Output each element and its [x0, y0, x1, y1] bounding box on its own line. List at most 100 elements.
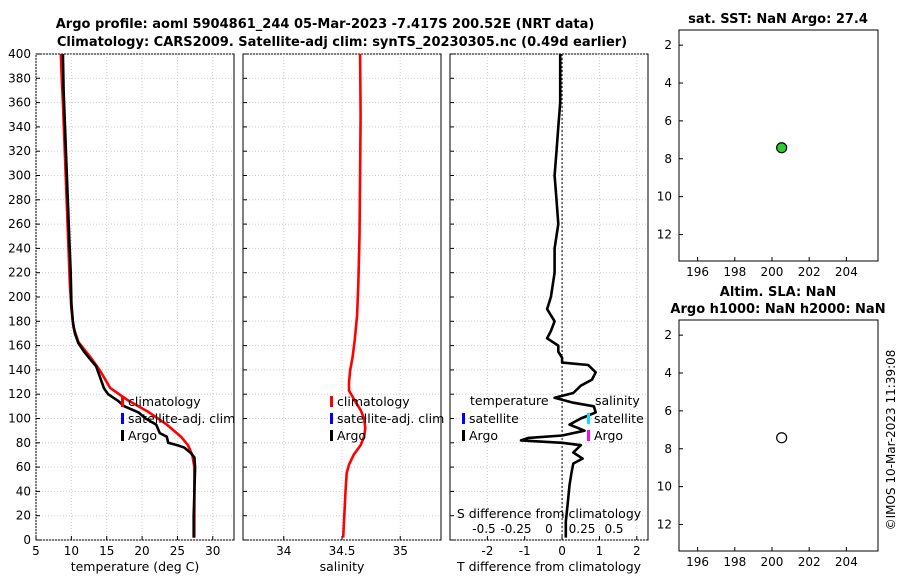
sla-panel-title-line1: Altim. SLA: NaN: [720, 285, 836, 300]
y-tick-label: 200: [8, 290, 31, 304]
y-tick-label: 12: [657, 517, 672, 531]
legend-swatch: [462, 430, 465, 441]
legend-title-temperature: temperature: [470, 393, 549, 408]
x-tick-label: 204: [835, 555, 858, 569]
x-tick-label: 35: [393, 544, 408, 558]
x-tick-label: 34: [276, 544, 291, 558]
y-tick-label: 400: [8, 47, 31, 61]
sst-panel: 196 198 200 202 204 2 4 6 8 10 12: [657, 29, 879, 279]
x-tick-label: 196: [686, 265, 709, 279]
legend-swatch: [462, 413, 465, 424]
x-tick-label: 15: [99, 544, 114, 558]
y-tick-label: 240: [8, 241, 31, 255]
legend-label: Argo: [594, 428, 623, 443]
legend-label: Argo: [469, 428, 498, 443]
y-tick-label: 160: [8, 339, 31, 353]
y-tick-label: 300: [8, 169, 31, 183]
x-tick-label: 34.5: [329, 544, 356, 558]
data-point: [776, 142, 788, 154]
y-tick-label: 8: [664, 442, 672, 456]
legend-swatch: [121, 430, 124, 441]
x-tick-label: 200: [761, 555, 784, 569]
series-line-climatology: [341, 53, 367, 538]
legend-title-salinity: salinity: [595, 393, 640, 408]
sst-panel-title: sat. SST: NaN Argo: 27.4: [688, 12, 868, 27]
x-tick-label: 2: [633, 544, 641, 558]
y-tick-label: 2: [664, 38, 672, 52]
x-axis-label: temperature (deg C): [71, 559, 200, 574]
secondary-x-axis-label: S difference from climatology: [457, 506, 642, 521]
legend-swatch: [587, 430, 590, 441]
x-axis-label: salinity: [320, 559, 365, 574]
legend-label: satellite-adj. clim: [128, 411, 235, 426]
salinity-panel: 34 34.5 35 salinity climatology satellite-adj…: [242, 53, 444, 574]
secondary-x-tick-label: -0.5: [472, 522, 495, 536]
secondary-x-tick-label: -0.25: [500, 522, 531, 536]
legend-swatch: [587, 413, 590, 424]
y-tick-label: 260: [8, 217, 31, 231]
x-tick-label: 0: [558, 544, 566, 558]
y-tick-label: 6: [664, 114, 672, 128]
y-tick-label: 340: [8, 120, 31, 134]
y-tick-label: 60: [16, 460, 31, 474]
sla-panel: 196 198 200 202 204 2 4 6 8 10 12: [657, 319, 879, 569]
y-tick-label: 320: [8, 144, 31, 158]
figure-title-line1: Argo profile: aoml 5904861_244 05-Mar-20…: [56, 17, 595, 32]
y-tick-label: 4: [664, 366, 672, 380]
x-tick-label: 5: [32, 544, 40, 558]
legend-label: climatology: [128, 394, 201, 409]
y-tick-label: 20: [16, 509, 31, 523]
data-point: [776, 432, 788, 444]
x-tick-label: 198: [723, 555, 746, 569]
legend-swatch: [330, 430, 333, 441]
x-tick-label: -1: [519, 544, 531, 558]
y-tick-label: 280: [8, 193, 31, 207]
y-tick-label: 120: [8, 387, 31, 401]
x-tick-label: 202: [798, 555, 821, 569]
y-tick-label: 100: [8, 412, 31, 426]
x-tick-label: 204: [835, 265, 858, 279]
legend-label: satellite: [594, 411, 644, 426]
y-tick-label: 4: [664, 76, 672, 90]
y-tick-label: 40: [16, 484, 31, 498]
x-tick-label: 30: [205, 544, 220, 558]
legend-label: satellite: [469, 411, 519, 426]
y-tick-label: 10: [657, 480, 672, 494]
difference-panel: -2 -1 0 1 2T difference from climatology S di…: [449, 53, 649, 574]
y-tick-label: 12: [657, 227, 672, 241]
legend-swatch: [121, 396, 124, 407]
y-tick-label: 6: [664, 404, 672, 418]
legend-label: climatology: [337, 394, 410, 409]
legend-label: Argo: [128, 428, 157, 443]
y-tick-label: 2: [664, 328, 672, 342]
y-tick-label: 8: [664, 152, 672, 166]
legend-label: satellite-adj. clim: [337, 411, 444, 426]
y-tick-label: 220: [8, 266, 31, 280]
figure-title-line2: Climatology: CARS2009. Satellite-adj cli…: [57, 35, 627, 50]
x-tick-label: 20: [134, 544, 149, 558]
legend-label: Argo: [337, 428, 366, 443]
secondary-x-tick-label: 0.25: [569, 522, 596, 536]
imos-credit: ©IMOS 10-Mar-2023 11:39:08: [884, 350, 898, 531]
legend-swatch: [330, 413, 333, 424]
legend-swatch: [330, 396, 333, 407]
x-tick-label: 196: [686, 555, 709, 569]
temperature-panel: 5 10 15 20 25 3002040608010012014016018020022…: [8, 47, 235, 574]
secondary-x-tick-label: 0: [545, 522, 553, 536]
x-tick-label: -2: [481, 544, 493, 558]
x-tick-label: 200: [761, 265, 784, 279]
sla-panel-title-line2: Argo h1000: NaN h2000: NaN: [670, 302, 885, 317]
x-tick-label: 198: [723, 265, 746, 279]
y-tick-label: 80: [16, 436, 31, 450]
y-tick-label: 140: [8, 363, 31, 377]
series-line-argo-t-diff: [519, 54, 598, 538]
x-tick-label: 10: [64, 544, 79, 558]
secondary-x-tick-label: 0.5: [604, 522, 623, 536]
y-tick-label: 380: [8, 71, 31, 85]
x-axis-label: T difference from climatology: [456, 559, 642, 574]
series-line-argo: [61, 53, 197, 538]
y-tick-label: 180: [8, 314, 31, 328]
y-tick-label: 0: [23, 533, 31, 547]
y-tick-label: 10: [657, 190, 672, 204]
x-tick-label: 25: [170, 544, 185, 558]
